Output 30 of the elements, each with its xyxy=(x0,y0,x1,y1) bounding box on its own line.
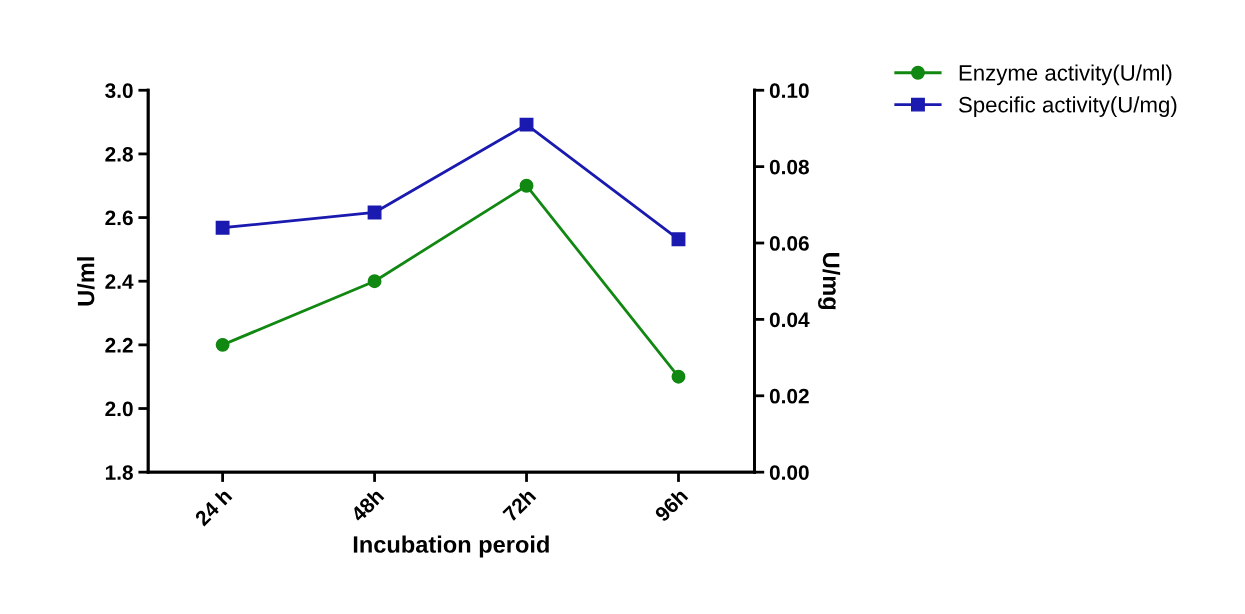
y-tick-label: 2.2 xyxy=(105,337,133,353)
point xyxy=(671,369,686,384)
x-axis-title: Incubation peroid xyxy=(353,535,549,558)
point xyxy=(519,117,534,132)
y-tick-label: 2.0 xyxy=(105,401,133,417)
x-tick-label: 72h xyxy=(501,487,537,523)
point xyxy=(215,337,230,352)
x-tick-label: 96h xyxy=(653,487,689,523)
y2-tick-label: 0.06 xyxy=(769,236,809,251)
y-tick-label: 3.0 xyxy=(105,83,133,99)
y2-tick-label: 0.00 xyxy=(769,465,809,480)
legend-label: Specific activity(U/mg) xyxy=(958,96,1177,117)
y2-axis-title: U/mg xyxy=(818,253,841,310)
y2-tick-label: 0.10 xyxy=(769,83,809,99)
y2-tick-label: 0.04 xyxy=(769,312,810,328)
y-tick-label: 2.4 xyxy=(105,274,134,289)
point xyxy=(367,274,382,289)
point xyxy=(671,232,686,247)
y2-tick-label: 0.08 xyxy=(769,159,809,175)
y-tick-label: 2.8 xyxy=(105,146,133,162)
point xyxy=(519,178,534,193)
x-tick-label: 48h xyxy=(349,487,385,523)
y-tick-label: 2.6 xyxy=(105,210,133,226)
point xyxy=(215,220,230,235)
x-tick-label: 24 h xyxy=(193,487,233,527)
legend-label: Enzyme activity(U/ml) xyxy=(959,64,1172,86)
y2-tick-label: 0.02 xyxy=(769,388,809,404)
point xyxy=(367,205,382,220)
y-tick-label: 1.8 xyxy=(105,465,133,480)
y-axis-title: U/ml xyxy=(77,257,95,306)
